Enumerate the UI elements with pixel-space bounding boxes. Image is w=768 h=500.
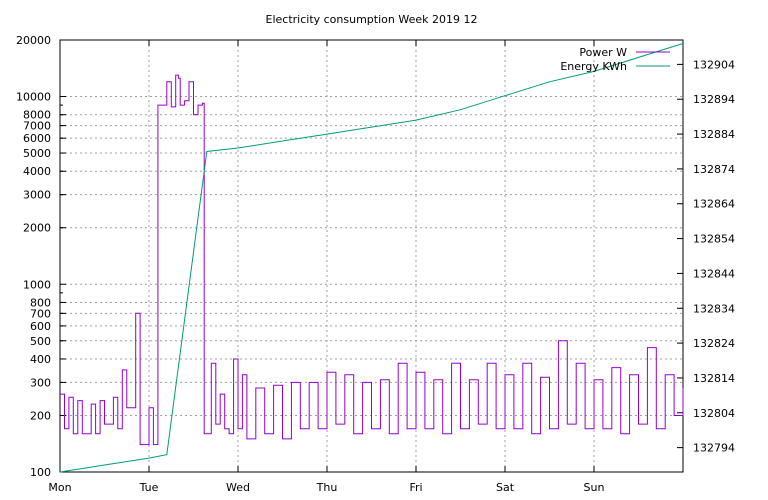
- y-tick-label: 8000: [23, 109, 51, 122]
- y2-tick-label: 132844: [693, 267, 735, 280]
- y-tick-label: 500: [30, 335, 51, 348]
- x-tick-label: Thu: [316, 481, 338, 494]
- y-tick-label: 5000: [23, 147, 51, 160]
- y-tick-label: 1000: [23, 278, 51, 291]
- series-lines: [59, 43, 684, 473]
- y-tick-label: 2000: [23, 222, 51, 235]
- y2-tick-label: 132864: [693, 198, 735, 211]
- y-tick-label: 100: [30, 466, 51, 479]
- y-tick-label: 600: [30, 320, 51, 333]
- y2-tick-label: 132814: [693, 372, 735, 385]
- legend-label: Power W: [579, 46, 627, 59]
- legend-label: Energy KWh: [560, 60, 627, 73]
- energy-series-line: [59, 43, 684, 473]
- y-tick-label: 6000: [23, 132, 51, 145]
- y2-tick-label: 132874: [693, 163, 735, 176]
- y2-tick-label: 132804: [693, 407, 735, 420]
- x-tick-label: Sun: [584, 481, 605, 494]
- chart-title: Electricity consumption Week 2019 12: [266, 13, 478, 26]
- x-tick-label: Wed: [226, 481, 250, 494]
- y2-tick-label: 132884: [693, 128, 735, 141]
- y2-tick-label: 132904: [693, 58, 735, 71]
- x-tick-label: Mon: [48, 481, 71, 494]
- y-tick-label: 700: [30, 307, 51, 320]
- y2-tick-label: 132894: [693, 93, 735, 106]
- x-tick-label: Fri: [409, 481, 422, 494]
- power-series-line: [60, 74, 684, 446]
- y-tick-label: 800: [30, 296, 51, 309]
- y-tick-label: 300: [30, 376, 51, 389]
- y2-tick-label: 132834: [693, 302, 735, 315]
- y-tick-label: 10000: [16, 91, 51, 104]
- y2-tick-label: 132794: [693, 442, 735, 455]
- y-tick-label: 200: [30, 409, 51, 422]
- x-tick-label: Sat: [496, 481, 515, 494]
- y2-tick-label: 132854: [693, 233, 735, 246]
- y2-tick-label: 132824: [693, 337, 735, 350]
- y-tick-label: 4000: [23, 165, 51, 178]
- y-tick-label: 3000: [23, 189, 51, 202]
- x-tick-label: Tue: [139, 481, 159, 494]
- plot-frame: [59, 39, 684, 473]
- y-tick-label: 20000: [16, 34, 51, 47]
- y-tick-label: 7000: [23, 120, 51, 133]
- axis-ticks: [59, 39, 683, 473]
- y-tick-label: 400: [30, 353, 51, 366]
